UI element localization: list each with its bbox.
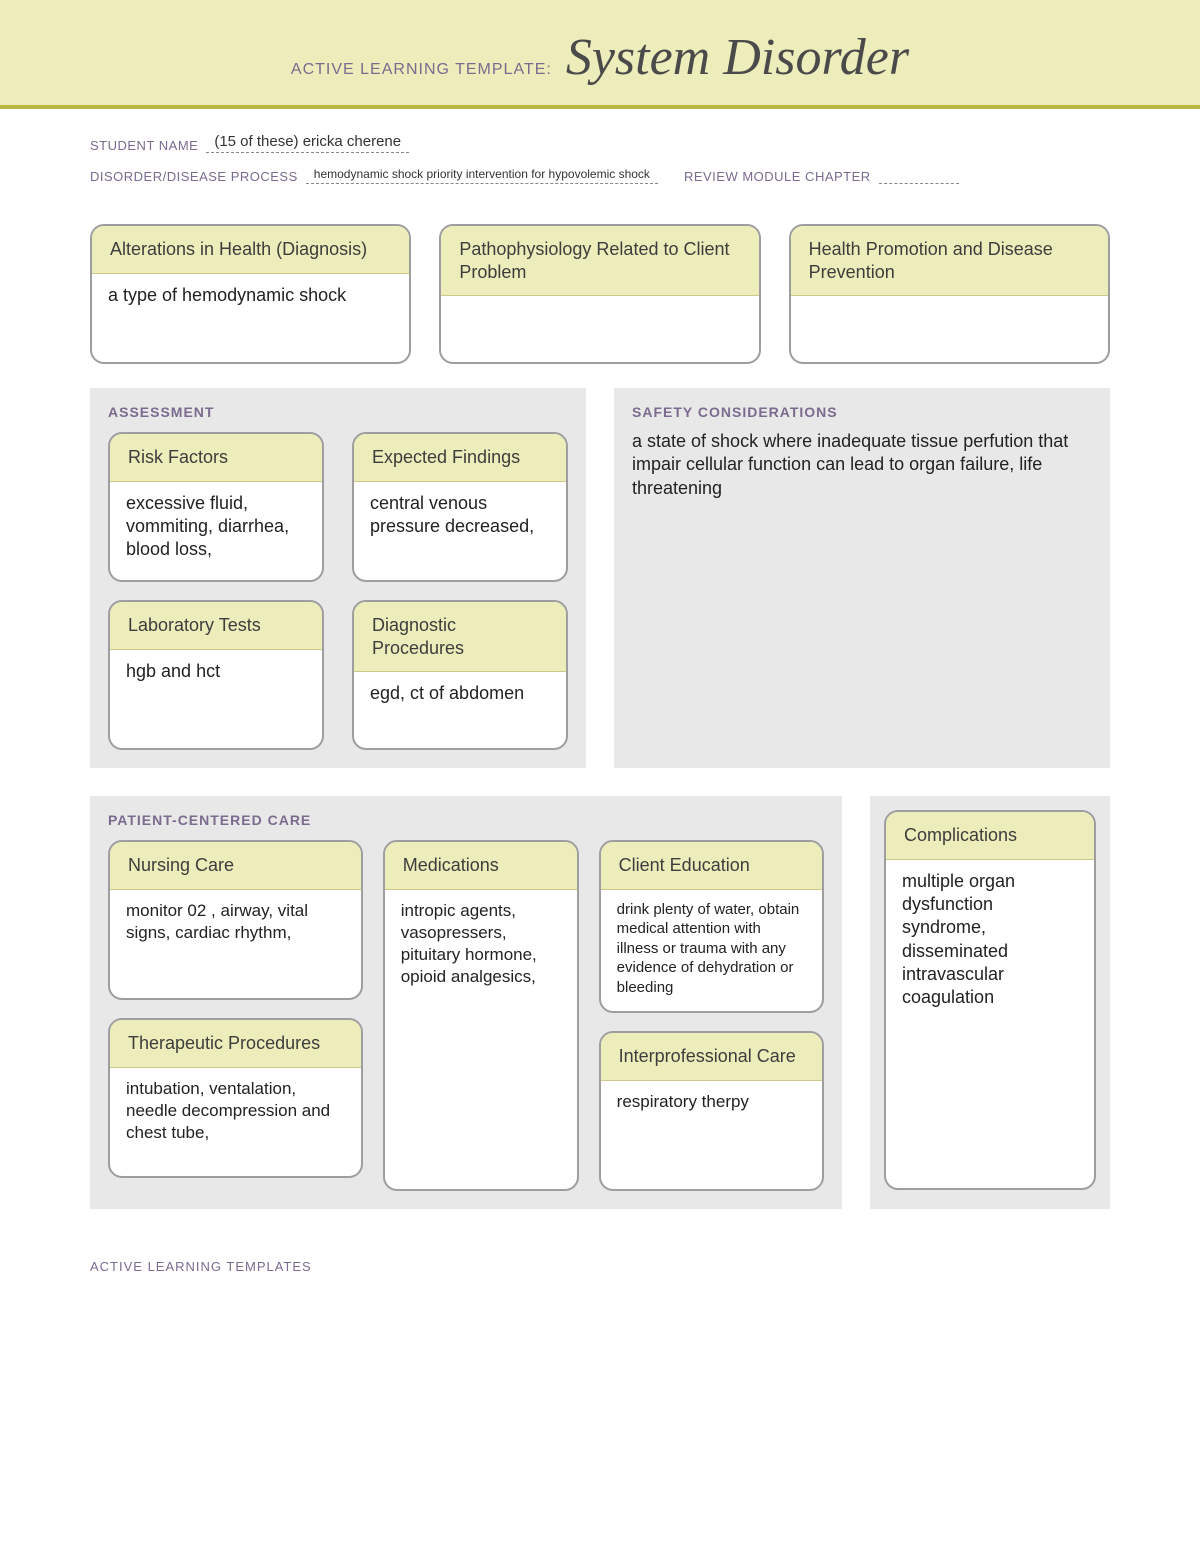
safety-section: SAFETY CONSIDERATIONS a state of shock w… (614, 388, 1110, 768)
safety-body: a state of shock where inadequate tissue… (632, 430, 1092, 500)
chapter-label: REVIEW MODULE CHAPTER (684, 169, 871, 184)
box-complications-title: Complications (886, 812, 1094, 860)
box-meds-body: intropic agents, vasopressers, pituitary… (385, 890, 577, 1190)
student-name-value: (15 of these) ericka cherene (206, 133, 409, 153)
box-nursing-body: monitor 02 , airway, vital signs, cardia… (110, 890, 361, 999)
banner-title: System Disorder (566, 28, 909, 87)
box-nursing-title: Nursing Care (110, 842, 361, 890)
assessment-section: ASSESSMENT Risk Factors excessive fluid,… (90, 388, 586, 768)
care-label: PATIENT-CENTERED CARE (108, 812, 824, 828)
assessment-label: ASSESSMENT (108, 404, 568, 420)
disorder-label: DISORDER/DISEASE PROCESS (90, 169, 298, 184)
box-diag-body: egd, ct of abdomen (354, 672, 566, 748)
row-assessment: ASSESSMENT Risk Factors excessive fluid,… (90, 388, 1110, 768)
care-col-1: Nursing Care monitor 02 , airway, vital … (108, 840, 363, 1191)
box-expected-body: central venous pressure decreased, (354, 482, 566, 581)
box-complications-body: multiple organ dysfunction syndrome, dis… (886, 860, 1094, 1189)
box-therapeutic-title: Therapeutic Procedures (110, 1020, 361, 1068)
care-section: PATIENT-CENTERED CARE Nursing Care monit… (90, 796, 842, 1209)
box-expected-findings: Expected Findings central venous pressur… (352, 432, 568, 582)
box-complications: Complications multiple organ dysfunction… (884, 810, 1096, 1190)
box-alterations: Alterations in Health (Diagnosis) a type… (90, 224, 411, 364)
box-patho-title: Pathophysiology Related to Client Proble… (441, 226, 758, 296)
care-col-2: Medications intropic agents, vasopresser… (383, 840, 579, 1191)
box-alterations-title: Alterations in Health (Diagnosis) (92, 226, 409, 274)
complications-section: Complications multiple organ dysfunction… (870, 796, 1110, 1209)
box-alterations-body: a type of hemodynamic shock (92, 274, 409, 363)
student-name-label: STUDENT NAME (90, 138, 198, 153)
banner-label: ACTIVE LEARNING TEMPLATE: (291, 61, 552, 79)
box-client-education: Client Education drink plenty of water, … (599, 840, 824, 1013)
box-risk-factors: Risk Factors excessive fluid, vommiting,… (108, 432, 324, 582)
disorder-value: hemodynamic shock priority intervention … (306, 167, 658, 184)
safety-label: SAFETY CONSIDERATIONS (632, 404, 1092, 420)
banner-inner: ACTIVE LEARNING TEMPLATE: System Disorde… (0, 28, 1200, 87)
top-row: Alterations in Health (Diagnosis) a type… (90, 224, 1110, 364)
chapter-value (879, 181, 959, 184)
care-col-3: Client Education drink plenty of water, … (599, 840, 824, 1191)
page: ACTIVE LEARNING TEMPLATE: System Disorde… (0, 0, 1200, 1334)
box-health-promo: Health Promotion and Disease Prevention (789, 224, 1110, 364)
box-interprof-body: respiratory therpy (601, 1081, 822, 1190)
meta-row-student: STUDENT NAME (15 of these) ericka cheren… (90, 133, 1110, 153)
box-education-title: Client Education (601, 842, 822, 890)
box-lab-body: hgb and hct (110, 650, 322, 749)
box-interprofessional-care: Interprofessional Care respiratory therp… (599, 1031, 824, 1191)
box-health-promo-title: Health Promotion and Disease Prevention (791, 226, 1108, 296)
assessment-row1: Risk Factors excessive fluid, vommiting,… (108, 432, 568, 582)
box-therapeutic-procedures: Therapeutic Procedures intubation, venta… (108, 1018, 363, 1178)
box-therapeutic-body: intubation, ventalation, needle decompre… (110, 1068, 361, 1177)
meta-block: STUDENT NAME (15 of these) ericka cheren… (0, 109, 1200, 206)
box-risk-body: excessive fluid, vommiting, diarrhea, bl… (110, 482, 322, 581)
box-meds-title: Medications (385, 842, 577, 890)
care-row: Nursing Care monitor 02 , airway, vital … (108, 840, 824, 1191)
box-health-promo-body (791, 296, 1108, 362)
box-patho-body (441, 296, 758, 362)
box-lab-tests: Laboratory Tests hgb and hct (108, 600, 324, 750)
box-nursing-care: Nursing Care monitor 02 , airway, vital … (108, 840, 363, 1000)
box-medications: Medications intropic agents, vasopresser… (383, 840, 579, 1191)
box-expected-title: Expected Findings (354, 434, 566, 482)
box-interprof-title: Interprofessional Care (601, 1033, 822, 1081)
row-care: PATIENT-CENTERED CARE Nursing Care monit… (90, 796, 1110, 1209)
box-diagnostic-procedures: Diagnostic Procedures egd, ct of abdomen (352, 600, 568, 750)
box-diag-title: Diagnostic Procedures (354, 602, 566, 672)
box-patho: Pathophysiology Related to Client Proble… (439, 224, 760, 364)
box-education-body: drink plenty of water, obtain medical at… (601, 890, 822, 1012)
banner: ACTIVE LEARNING TEMPLATE: System Disorde… (0, 0, 1200, 109)
meta-row-disorder: DISORDER/DISEASE PROCESS hemodynamic sho… (90, 167, 1110, 184)
footer-label: ACTIVE LEARNING TEMPLATES (0, 1209, 1200, 1274)
assessment-row2: Laboratory Tests hgb and hct Diagnostic … (108, 600, 568, 750)
box-lab-title: Laboratory Tests (110, 602, 322, 650)
content: Alterations in Health (Diagnosis) a type… (0, 206, 1200, 1209)
box-risk-title: Risk Factors (110, 434, 322, 482)
assessment-stack: Risk Factors excessive fluid, vommiting,… (108, 432, 568, 750)
